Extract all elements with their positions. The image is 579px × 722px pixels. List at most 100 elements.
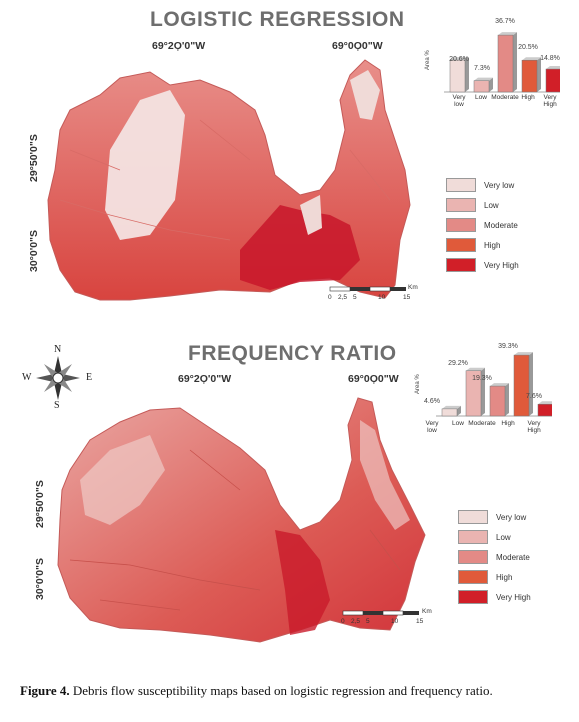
susceptibility-map <box>57 397 426 643</box>
bar-very-high <box>545 66 560 93</box>
bar-face <box>489 385 506 417</box>
bar-side <box>465 57 469 92</box>
legend-label: Very low <box>496 512 527 522</box>
scale-tick-3: 10 <box>391 618 399 625</box>
bar-value-very-high: 7.6% <box>526 393 542 400</box>
panel-title: FREQUENCY RATIO <box>188 342 397 365</box>
bar-side <box>513 32 517 92</box>
legend-swatch <box>458 590 488 604</box>
bar-category-very-low: Very low <box>425 420 439 434</box>
legend-label: Low <box>496 532 511 542</box>
figure-caption: Figure 4. Debris flow susceptibility map… <box>20 683 493 699</box>
caption-label: Figure 4. <box>20 683 70 698</box>
legend-swatch <box>446 258 476 272</box>
bar-value-very-high: 14.8% <box>540 55 560 62</box>
panel-logistic-regression: LOGISTIC REGRESSION 69°2Ọ'0"W 69°0Ọ0"W 2… <box>0 0 579 330</box>
bar-value-high: 20.5% <box>518 44 538 51</box>
scale-bar <box>329 286 406 292</box>
legend-swatch <box>446 198 476 212</box>
legend-item-very-high: Very High <box>446 258 519 272</box>
bar-face <box>465 370 482 417</box>
bar-face <box>545 68 560 93</box>
scale-tick-2: 5 <box>366 618 370 625</box>
scale-tick-4: 15 <box>403 294 411 301</box>
longitude-right-label: 69°0Ọ0"W <box>332 40 383 52</box>
legend-swatch <box>446 238 476 252</box>
bar-moderate <box>489 383 509 417</box>
legend-swatch <box>458 550 488 564</box>
legend-item-high: High <box>446 238 500 252</box>
bar-value-very-low: 20.6% <box>449 56 469 63</box>
compass-w: W <box>22 372 32 383</box>
legend-item-very-low: Very low <box>458 510 526 524</box>
scale-tick-1: 2,5 <box>351 618 361 625</box>
legend-label: Very High <box>484 260 519 270</box>
longitude-left-label: 69°2Ọ'0"W <box>152 40 206 52</box>
scale-tick-0: 0 <box>328 294 332 301</box>
area-bar-chart <box>444 32 560 93</box>
map-very-high-zone <box>240 205 360 290</box>
bar-face <box>497 34 514 93</box>
bar-top <box>522 57 541 61</box>
bar-top <box>546 66 560 70</box>
bar-top <box>490 383 509 387</box>
bar-face <box>449 59 466 93</box>
bar-face <box>521 59 538 93</box>
legend-label: Moderate <box>496 552 530 562</box>
legend-item-moderate: Moderate <box>446 218 518 232</box>
scale-tick-3: 10 <box>378 294 386 301</box>
legend-label: Very High <box>496 592 531 602</box>
bar-face <box>441 408 458 417</box>
scale-unit: Km <box>408 284 418 291</box>
caption-text: Debris flow susceptibility maps based on… <box>69 683 493 698</box>
compass-s: S <box>54 400 60 411</box>
legend-label: Moderate <box>484 220 518 230</box>
map-very-high-zone <box>275 530 330 635</box>
bar-category-very-high: Very High <box>527 420 541 434</box>
bar-top <box>442 405 461 409</box>
bar-top <box>514 352 533 356</box>
bar-high <box>513 352 533 417</box>
panel-title: LOGISTIC REGRESSION <box>150 8 405 31</box>
bar-side <box>481 367 485 416</box>
bar-category-very-low: Very low <box>452 94 466 108</box>
legend-swatch <box>446 218 476 232</box>
scale-tick-0: 0 <box>341 618 345 625</box>
bar-face <box>537 403 552 417</box>
bar-low <box>473 77 493 93</box>
bar-value-low: 7.3% <box>474 65 490 72</box>
y-axis-title: Area % <box>415 374 421 394</box>
bar-very-high <box>537 401 552 417</box>
bar-category-high: High <box>501 420 515 427</box>
bar-top <box>538 401 552 405</box>
map-border-lines <box>59 119 391 241</box>
bar-side <box>529 352 533 416</box>
map-low-zone-2 <box>360 420 410 530</box>
scale-tick-4: 15 <box>416 618 424 625</box>
bar-top <box>466 367 485 371</box>
bar-top <box>450 57 469 61</box>
longitude-right-label: 69°0Ọ0"W <box>348 373 399 385</box>
bar-value-high: 39.3% <box>498 343 518 350</box>
map-border-lines <box>69 449 401 611</box>
legend-item-very-low: Very low <box>446 178 514 192</box>
bar-value-moderate: 36.7% <box>495 18 515 25</box>
map-low-zone <box>80 435 165 525</box>
map-low-zone-3 <box>300 195 322 235</box>
legend-label: Low <box>484 200 499 210</box>
map-low-zone <box>105 90 185 240</box>
legend-swatch <box>458 510 488 524</box>
compass-rose-icon <box>36 356 80 400</box>
panel-frequency-ratio: FREQUENCY RATIO 69°2Ọ'0"W 69°0Ọ0"W 29°50… <box>0 330 579 670</box>
legend-label: High <box>496 572 513 582</box>
legend-swatch <box>446 178 476 192</box>
bar-low <box>465 367 485 417</box>
scale-tick-1: 2,5 <box>338 294 348 301</box>
compass-e: E <box>86 372 93 383</box>
bar-category-high: High <box>521 94 535 101</box>
legend-label: High <box>484 240 501 250</box>
legend-item-very-high: Very High <box>458 590 531 604</box>
scale-bar <box>342 610 419 616</box>
bar-side <box>457 405 461 416</box>
bar-category-low: Low <box>475 94 487 101</box>
